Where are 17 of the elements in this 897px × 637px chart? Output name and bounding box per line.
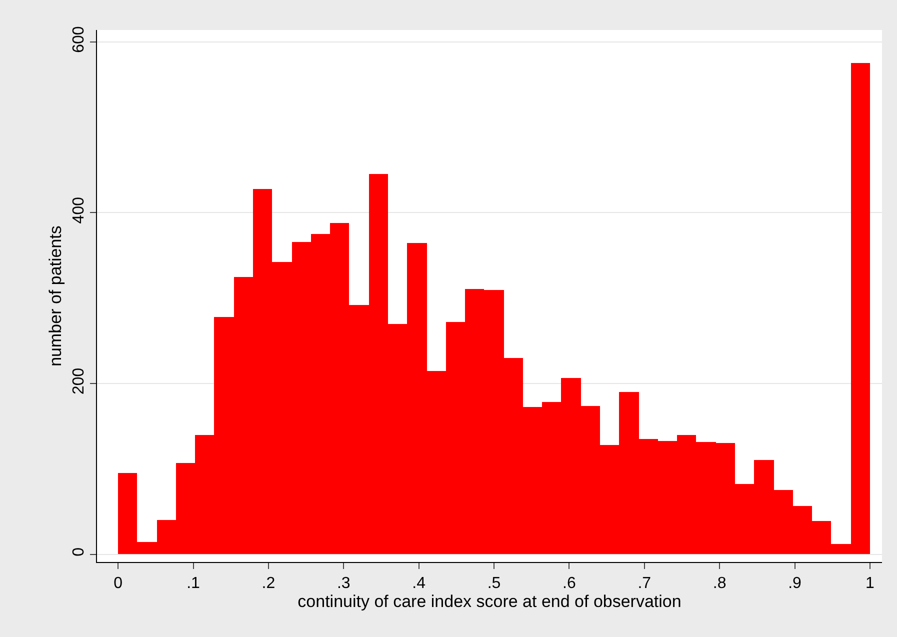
- x-tick-label: .6: [562, 575, 576, 592]
- y-tick-label: 600: [70, 26, 88, 53]
- x-tick-label: .1: [186, 575, 200, 592]
- y-tick-label: 200: [70, 368, 88, 394]
- x-tick-label: .3: [336, 575, 350, 592]
- x-tick-label: .7: [638, 575, 652, 592]
- y-tick-label: 0: [70, 547, 88, 556]
- y-tick-label: 400: [70, 196, 88, 224]
- x-tick-label: .5: [487, 575, 501, 592]
- x-tick-label: .2: [262, 575, 276, 592]
- x-tick-label: 1: [866, 575, 875, 592]
- x-axis-title: continuity of care index score at end of observation: [298, 592, 682, 612]
- x-tick-label: 0: [114, 575, 123, 592]
- y-axis-title: number of patients: [46, 226, 66, 366]
- x-tick-label: .8: [712, 575, 726, 592]
- x-tick-label: .4: [412, 575, 426, 592]
- x-tick-label: .9: [788, 575, 802, 592]
